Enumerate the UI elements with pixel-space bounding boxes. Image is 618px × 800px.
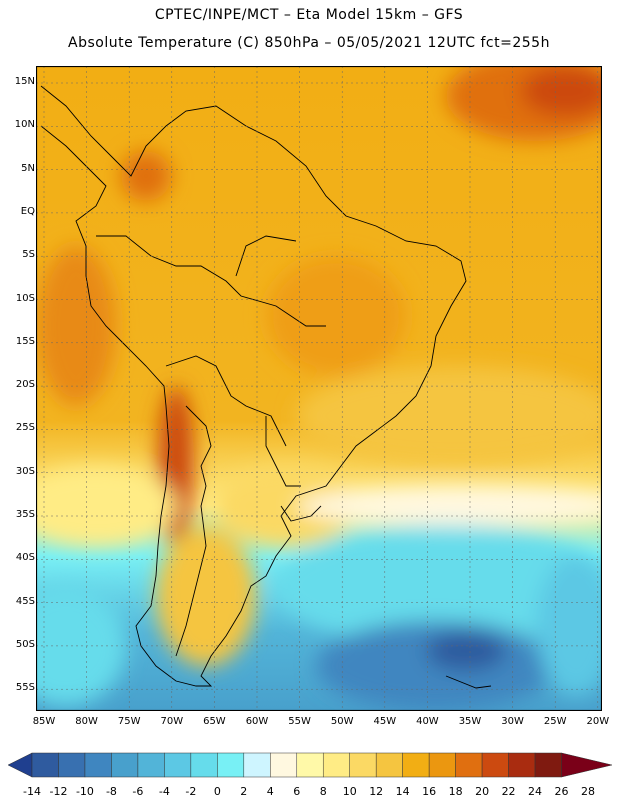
lon-label: 70W [160, 716, 184, 727]
colorbar-swatch [137, 752, 165, 778]
map-title: CPTEC/INPE/MCT – Eta Model 15km – GFS [154, 7, 464, 23]
colorbar-swatch [270, 752, 298, 778]
colorbar-tick-label: -14 [23, 785, 41, 798]
colorbar-tick-label: -6 [132, 785, 144, 798]
colorbar-swatch [296, 752, 324, 778]
lat-label: 35S [15, 509, 35, 520]
colorbar-tick-label: 4 [266, 785, 274, 798]
colorbar-tick-label: 2 [240, 785, 248, 798]
colorbar-tick-label: 12 [369, 785, 384, 798]
colorbar-swatch [31, 752, 59, 778]
lat-label: 10S [15, 292, 35, 304]
colorbar-tick-label: 8 [319, 785, 327, 798]
colorbar-swatch [84, 752, 112, 778]
lat-label: 10N [14, 119, 35, 131]
colorbar-tick-label: 26 [554, 785, 569, 798]
lat-label: 50S [15, 638, 35, 650]
lon-label: 60W [245, 716, 269, 727]
temperature-map [36, 66, 602, 711]
colorbar-tick-label: 20 [475, 785, 490, 798]
map-frame [36, 66, 602, 711]
colorbar [7, 752, 613, 778]
colorbar-low-arrow [7, 752, 33, 778]
lon-label: 20W [586, 716, 610, 727]
colorbar-swatch [428, 752, 456, 778]
colorbar-high-arrow [561, 752, 613, 778]
lon-label: 25W [543, 716, 567, 727]
colorbar-swatch [375, 752, 403, 778]
colorbar-swatch [58, 752, 86, 778]
lon-label: 40W [416, 716, 439, 727]
temperature-field [36, 66, 602, 711]
coastlines [40, 85, 492, 689]
colorbar-swatch [481, 752, 509, 778]
lat-label: 40S [15, 552, 35, 564]
lat-label: 30S [15, 465, 35, 477]
colorbar-tick-label: 16 [422, 785, 437, 798]
colorbar-swatch [217, 752, 245, 778]
map-subtitle: Absolute Temperature (C) 850hPa – 05/05/… [68, 35, 550, 51]
colorbar-tick-label: -12 [49, 785, 68, 798]
lon-label: 65W [203, 716, 226, 727]
lat-label: 5S [22, 249, 35, 261]
colorbar-swatch [111, 752, 139, 778]
colorbar-tick-label: 18 [448, 785, 463, 798]
lat-label: 15N [14, 76, 35, 87]
lon-label: 50W [330, 716, 354, 727]
lon-label: 75W [117, 716, 141, 727]
lon-label: 85W [32, 716, 56, 727]
lon-label: 30W [501, 716, 524, 727]
colorbar-tick-label: -8 [105, 785, 117, 798]
lon-label: 55W [288, 716, 311, 727]
lat-label: EQ [20, 205, 35, 217]
colorbar-swatch [243, 752, 271, 778]
colorbar-tick-label: 24 [528, 785, 543, 798]
colorbar-tick-label: -10 [75, 785, 94, 798]
graticule [36, 66, 602, 711]
colorbar-tick-label: -2 [185, 785, 197, 798]
lat-label: 45S [15, 595, 35, 607]
colorbar-tick-label: 28 [581, 785, 595, 798]
colorbar-tick-label: 14 [395, 785, 410, 798]
colorbar-swatch [402, 752, 430, 778]
colorbar-tick-label: 22 [501, 785, 516, 798]
colorbar-tick-label: 6 [293, 785, 301, 798]
colorbar-tick-label: 10 [342, 785, 357, 798]
lat-label: 20S [15, 379, 35, 391]
lat-label: 25S [15, 422, 35, 434]
lat-label: 55S [15, 682, 35, 694]
colorbar-tick-label: 0 [213, 785, 221, 798]
colorbar-tick-label: -4 [158, 785, 170, 798]
colorbar-swatch [164, 752, 192, 778]
colorbar-swatch [534, 752, 562, 778]
lat-label: 5N [21, 162, 35, 174]
colorbar-swatch [455, 752, 483, 778]
map-area [36, 66, 602, 711]
lon-label: 80W [75, 716, 98, 727]
lat-label: 15S [15, 335, 35, 347]
colorbar-swatch [349, 752, 377, 778]
lon-label: 45W [373, 716, 397, 727]
colorbar-swatch [190, 752, 218, 778]
lon-label: 35W [458, 716, 482, 727]
colorbar-swatch [322, 752, 350, 778]
colorbar-swatch [508, 752, 536, 778]
